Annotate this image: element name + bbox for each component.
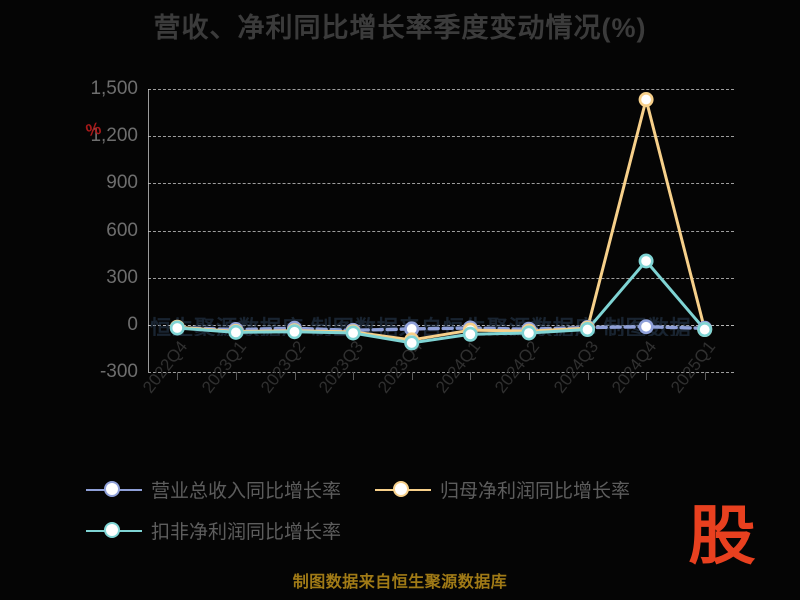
x-axis-tick-label: 2024Q1 [432,337,485,397]
x-axis-tick-label: 2024Q2 [490,337,544,397]
x-axis-tickmark [353,372,355,380]
legend-label: 扣非净利润同比增长率 [151,522,342,543]
x-axis-tick-label: 2025Q1 [666,337,719,397]
legend-item-1[interactable]: 归母净利润同比增长率 [375,476,630,503]
x-axis-tick-label: 2024Q4 [608,337,661,397]
y-axis-tick-label: 0 [127,313,138,335]
y-axis-tick-label: 900 [106,172,138,194]
chart-title: 营收、净利同比增长率季度变动情况(%) [153,13,647,43]
y-axis-labels: -300 0 300 600 900 1,200 1,500 [0,0,138,600]
x-axis-tickmark [177,372,179,380]
legend-swatch-icon [375,479,432,501]
x-axis-tick-label: 2023Q4 [373,337,426,397]
y-axis-tick-label: 1,500 [90,78,138,99]
x-axis-tickmark [411,372,413,380]
x-axis-tick-label: 2022Q4 [139,337,192,397]
x-axis-tick-label: 2023Q2 [256,337,309,397]
gridline [148,372,734,373]
x-axis-tickmark [587,372,589,380]
x-axis-tickmark [646,372,648,380]
footer-note: 制图数据来自恒生聚源数据库 [292,574,508,591]
y-axis-tick-label: -300 [99,361,138,382]
legend-item-0[interactable]: 营业总收入同比增长率 [86,476,341,503]
x-axis-tickmark [294,372,296,380]
legend-swatch-icon [86,520,142,542]
x-axis-tick-label: 2023Q3 [315,337,368,397]
legend-label: 营业总收入同比增长率 [151,481,342,502]
x-axis-tickmark [704,372,706,380]
legend-label: 归母净利润同比增长率 [440,481,631,502]
legend-item-2[interactable]: 扣非净利润同比增长率 [86,517,341,544]
watermark-band-text: 恒生聚源数据库 制图数据来自恒生聚源数据库 制图数据 [150,317,692,336]
x-axis-tick-label: 2023Q1 [197,337,251,397]
y-axis-tick-label: 600 [106,219,138,241]
gridline [148,89,734,90]
x-axis-tickmark [528,372,530,380]
stock-stamp-logo: 股 [688,500,756,574]
x-axis-tickmark [235,372,237,380]
legend-row: 扣非净利润同比增长率 [86,517,726,544]
y-axis-tick-label: 1,200 [90,125,138,147]
y-axis-tick-label: 300 [106,266,138,288]
x-axis-tick-label: 2024Q3 [549,337,602,397]
x-axis-tickmark [470,372,472,380]
legend-swatch-icon [86,479,142,501]
chart-legend: 营业总收入同比增长率 归母净利润同比增长率扣非净利润同比增长率 [86,476,726,558]
legend-row: 营业总收入同比增长率 归母净利润同比增长率 [86,476,726,503]
